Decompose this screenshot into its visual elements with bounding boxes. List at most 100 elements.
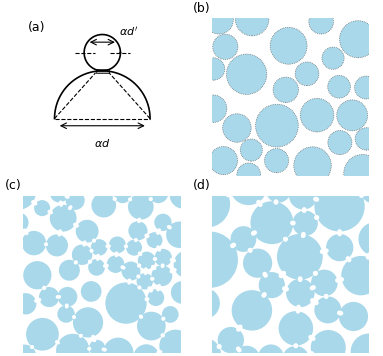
- Circle shape: [251, 231, 255, 236]
- Circle shape: [344, 155, 382, 192]
- Circle shape: [273, 77, 298, 103]
- Circle shape: [218, 327, 244, 353]
- Circle shape: [255, 104, 298, 147]
- Circle shape: [157, 248, 161, 252]
- Text: (d): (d): [193, 179, 211, 193]
- Circle shape: [154, 249, 172, 266]
- Circle shape: [57, 233, 61, 236]
- Circle shape: [9, 213, 29, 232]
- Circle shape: [339, 302, 368, 331]
- Circle shape: [262, 272, 267, 277]
- Circle shape: [44, 242, 48, 246]
- Circle shape: [206, 229, 211, 234]
- Circle shape: [137, 273, 153, 289]
- Circle shape: [160, 265, 164, 268]
- Circle shape: [39, 287, 59, 307]
- Circle shape: [149, 197, 153, 201]
- Circle shape: [136, 274, 140, 278]
- Circle shape: [337, 100, 368, 131]
- Circle shape: [278, 311, 313, 346]
- Circle shape: [153, 257, 157, 261]
- Circle shape: [34, 299, 38, 303]
- Circle shape: [137, 264, 141, 268]
- Circle shape: [273, 200, 278, 205]
- Circle shape: [231, 226, 256, 252]
- Circle shape: [161, 263, 165, 267]
- Text: $\alpha d'$: $\alpha d'$: [119, 25, 138, 38]
- Circle shape: [156, 288, 160, 292]
- Circle shape: [314, 181, 365, 231]
- Circle shape: [265, 148, 289, 173]
- Circle shape: [157, 284, 161, 288]
- Circle shape: [236, 346, 241, 351]
- Circle shape: [311, 330, 346, 356]
- Circle shape: [320, 249, 324, 254]
- Circle shape: [189, 288, 220, 319]
- Circle shape: [43, 286, 46, 290]
- Circle shape: [264, 186, 268, 191]
- Circle shape: [87, 347, 91, 351]
- Circle shape: [302, 208, 307, 213]
- Circle shape: [223, 114, 251, 142]
- Circle shape: [120, 265, 124, 269]
- Circle shape: [339, 277, 344, 282]
- Circle shape: [162, 306, 178, 323]
- Circle shape: [217, 344, 221, 349]
- Circle shape: [105, 264, 109, 267]
- Circle shape: [92, 193, 116, 218]
- Circle shape: [263, 273, 268, 278]
- Circle shape: [248, 248, 253, 253]
- Circle shape: [144, 267, 148, 271]
- Circle shape: [339, 311, 343, 316]
- Circle shape: [258, 345, 284, 356]
- Circle shape: [92, 239, 96, 242]
- Circle shape: [139, 252, 142, 256]
- Circle shape: [181, 246, 185, 249]
- Text: (a): (a): [28, 21, 46, 34]
- Circle shape: [237, 163, 260, 187]
- Circle shape: [66, 195, 70, 199]
- Circle shape: [309, 9, 334, 34]
- Circle shape: [76, 220, 98, 242]
- Circle shape: [90, 249, 93, 253]
- Circle shape: [34, 202, 38, 205]
- Circle shape: [146, 297, 149, 301]
- Circle shape: [295, 62, 319, 86]
- Circle shape: [122, 266, 126, 269]
- Circle shape: [30, 345, 34, 349]
- Text: (c): (c): [5, 179, 21, 193]
- Circle shape: [23, 229, 26, 232]
- Circle shape: [172, 259, 176, 262]
- Circle shape: [205, 5, 233, 34]
- Circle shape: [49, 210, 53, 214]
- Circle shape: [298, 277, 303, 282]
- Circle shape: [185, 337, 221, 356]
- Circle shape: [65, 303, 69, 307]
- Circle shape: [113, 197, 116, 201]
- Circle shape: [137, 312, 166, 340]
- Circle shape: [144, 271, 147, 275]
- Circle shape: [183, 276, 187, 280]
- Circle shape: [151, 265, 155, 268]
- Circle shape: [243, 248, 272, 278]
- Circle shape: [314, 300, 319, 305]
- Circle shape: [26, 318, 59, 351]
- Circle shape: [0, 174, 36, 210]
- Circle shape: [55, 340, 59, 344]
- Circle shape: [57, 305, 75, 323]
- Circle shape: [210, 147, 237, 175]
- Circle shape: [335, 278, 340, 283]
- Circle shape: [131, 353, 135, 356]
- Circle shape: [314, 215, 319, 220]
- Circle shape: [128, 198, 132, 201]
- Circle shape: [137, 219, 141, 223]
- Circle shape: [310, 298, 315, 303]
- Circle shape: [202, 58, 225, 80]
- FancyBboxPatch shape: [96, 69, 109, 73]
- Circle shape: [157, 228, 161, 232]
- Circle shape: [149, 183, 168, 203]
- Circle shape: [64, 194, 68, 198]
- Circle shape: [252, 230, 257, 235]
- Circle shape: [137, 263, 141, 267]
- Circle shape: [360, 193, 364, 198]
